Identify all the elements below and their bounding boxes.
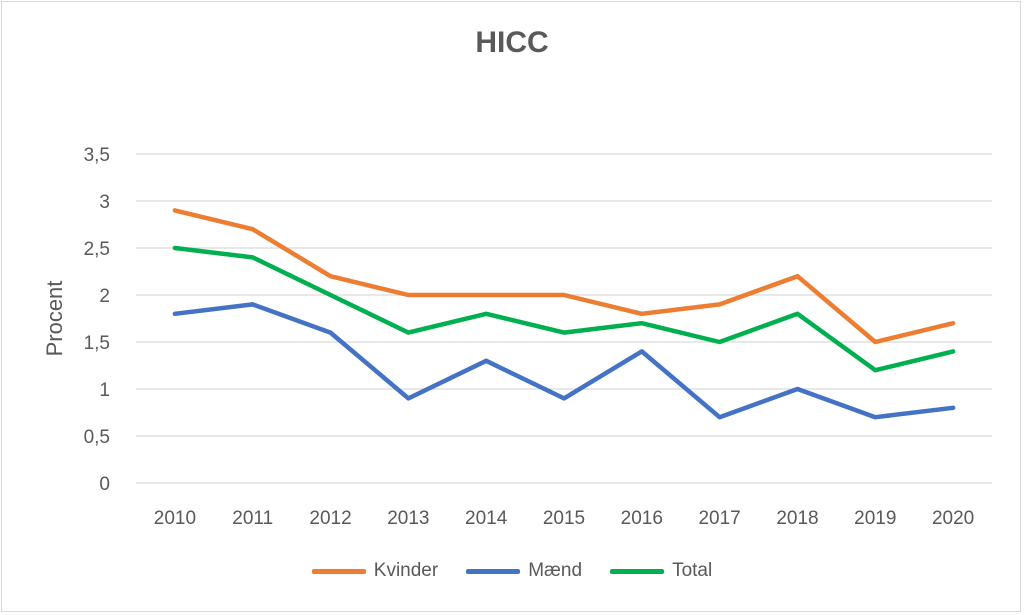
x-axis-ticks: 2010 2011 2012 2013 2014 2015 2016 2017 2018 2019… — [154, 508, 974, 529]
legend: Kvinder Mænd Total — [0, 560, 1024, 582]
series-line-mænd — [172, 302, 956, 420]
x-tick-label: 2020 — [932, 508, 974, 529]
y-tick-label: 3 — [99, 192, 110, 213]
chart-title: HICC — [475, 26, 549, 59]
x-tick-label: 2018 — [776, 508, 818, 529]
y-axis-label: Procent — [42, 281, 67, 357]
x-tick-label: 2014 — [465, 508, 508, 529]
x-tick-label: 2013 — [387, 508, 429, 529]
legend-label: Mænd — [528, 560, 583, 581]
x-tick-label: 2015 — [543, 508, 585, 529]
x-tick-label: 2019 — [854, 508, 896, 529]
series-lines — [172, 208, 956, 420]
x-tick-label: 2010 — [154, 508, 196, 529]
y-tick-label: 1 — [99, 380, 110, 401]
series-line-kvinder — [172, 208, 956, 345]
legend-label: Total — [672, 560, 713, 581]
y-tick-label: 3,5 — [84, 145, 110, 166]
y-tick-label: 2,5 — [84, 239, 110, 260]
series-line-total — [172, 245, 956, 373]
legend-item: Mænd — [466, 560, 582, 582]
y-axis-ticks: 0 0,5 1 1,5 2 2,5 3 3,5 — [84, 145, 110, 495]
y-tick-label: 0,5 — [84, 427, 110, 448]
legend-swatch — [610, 568, 665, 574]
y-tick-label: 2 — [99, 286, 110, 307]
y-tick-label: 1,5 — [84, 333, 110, 354]
gridlines — [136, 153, 992, 484]
x-tick-label: 2012 — [309, 508, 351, 529]
legend-label: Kvinder — [373, 560, 439, 581]
x-tick-label: 2016 — [621, 508, 663, 529]
legend-item: Kvinder — [311, 560, 439, 582]
y-tick-label: 0 — [99, 474, 110, 495]
x-tick-label: 2017 — [698, 508, 740, 529]
legend-swatch — [311, 568, 366, 574]
legend-item: Total — [610, 560, 712, 582]
x-tick-label: 2011 — [232, 508, 273, 529]
legend-swatch — [466, 568, 521, 574]
